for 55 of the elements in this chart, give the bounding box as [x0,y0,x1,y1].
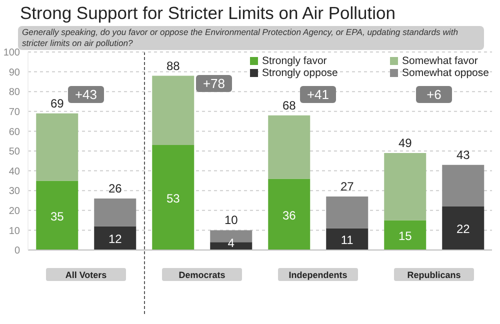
annotation: +78 [196,74,232,92]
bar [442,164,484,206]
y-tick-label: 60 [8,126,20,138]
y-tick-label: 0 [14,246,20,257]
total-label: 68 [282,98,296,112]
bar [268,115,310,179]
y-tick-label: 50 [8,146,20,158]
x-tick-label: Independents [288,270,348,280]
y-tick-label: 90 [8,67,20,78]
total-label: 49 [398,136,412,150]
chart-title: Strong Support for Stricter Limits on Air Pollution [20,3,396,24]
bar [326,196,368,228]
bar [94,226,136,250]
y-tick-label: 10 [8,226,20,237]
annotation: +43 [68,86,104,104]
y-tick-label: 30 [8,186,20,198]
chart-subtitle: Generally speaking, do you favor or oppose the Environmental Protection Agency, or EPA, updating standards with stricter limits on air pollution? [22,27,458,48]
bar [152,145,194,250]
legend-label: Somewhat oppose [402,67,489,79]
total-label: 27 [340,180,354,194]
legend-label: Somewhat favor [402,55,478,67]
total-label: 69 [50,96,64,110]
data-label: 53 [166,192,180,206]
y-tick-label: 70 [8,106,20,118]
bar [36,180,78,250]
legend-label: Strongly favor [262,55,327,67]
y-tick-label: 80 [8,87,20,98]
bar [268,178,310,250]
bar [36,113,78,181]
data-label: 4 [228,236,235,250]
bar [442,206,484,250]
y-tick-label: 40 [8,166,20,178]
bar [384,220,426,250]
bar [152,76,194,146]
bar [384,152,426,220]
bar [94,198,136,226]
x-tick-label: Republicans [407,270,461,280]
data-label: 12 [108,232,122,246]
y-tick-label: 20 [8,206,20,217]
bar [326,228,368,250]
data-label: 22 [456,222,470,236]
total-label: 43 [456,148,470,162]
x-tick-label: All Voters [65,270,107,280]
x-tick-label: Democrats [178,270,226,280]
data-label: 11 [340,233,354,248]
y-tick-label: 100 [3,48,20,59]
annotation: +6 [416,86,452,104]
legend-label: Strongly oppose [262,67,338,79]
total-label: 26 [108,182,122,196]
total-label: 10 [224,213,238,228]
total-label: 88 [166,58,180,73]
data-label: 36 [282,208,296,222]
data-label: 15 [398,229,412,244]
data-label: 35 [50,209,64,224]
annotation: +41 [300,86,336,104]
